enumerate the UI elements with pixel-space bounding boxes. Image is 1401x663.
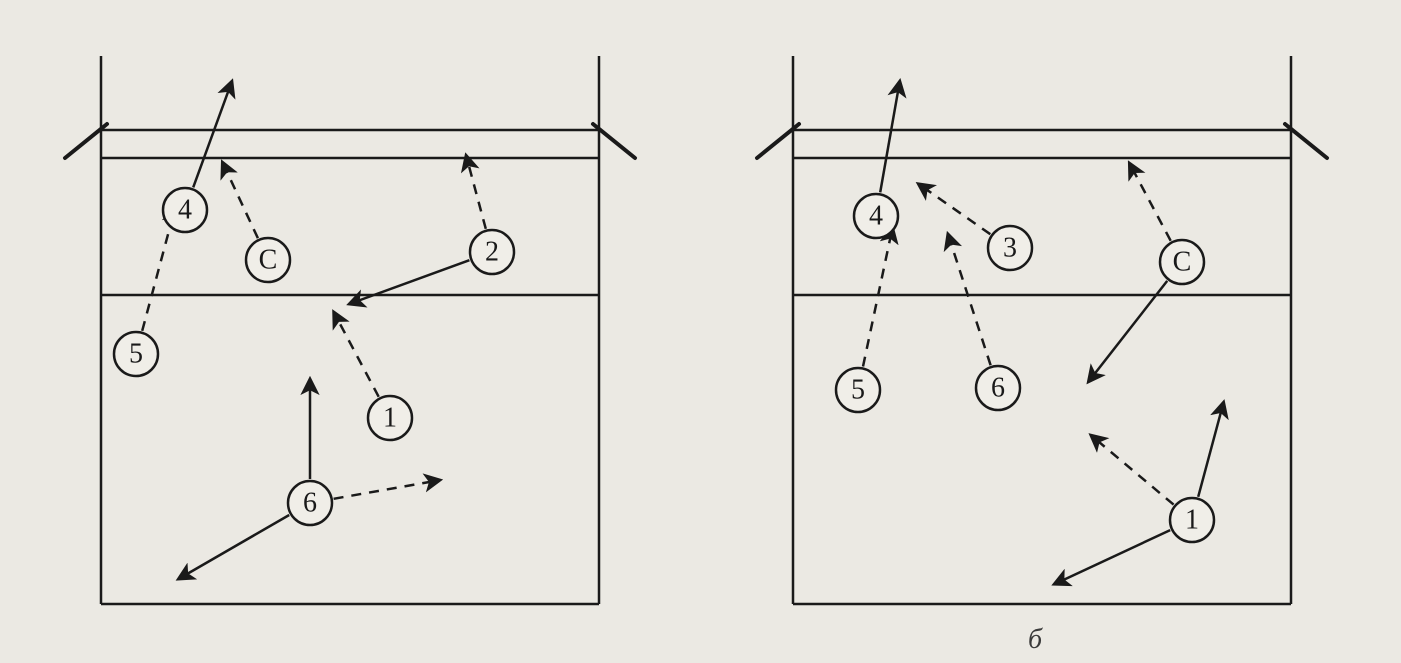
player-node-6: 6	[976, 366, 1020, 410]
player-label: С	[259, 245, 278, 276]
movement-arrow	[880, 81, 900, 192]
player-label: 6	[303, 488, 317, 519]
player-node-4: 4	[163, 188, 207, 232]
movement-arrow	[349, 260, 469, 304]
player-label: 5	[129, 339, 143, 370]
diagram-right: 4 3 С 5 6 1 б	[836, 81, 1224, 655]
movement-arrow	[1091, 435, 1174, 504]
player-label: 4	[869, 201, 883, 232]
player-label: 1	[1185, 505, 1199, 536]
court	[757, 56, 1327, 604]
player-node-5: 5	[836, 368, 880, 412]
player-label: 3	[1003, 233, 1017, 264]
player-node-5: 5	[114, 332, 158, 376]
movement-arrow	[1198, 402, 1223, 497]
movement-arrow	[222, 162, 258, 238]
movement-arrow	[1054, 530, 1170, 584]
player-label: С	[1173, 247, 1192, 278]
movement-arrow	[948, 234, 991, 365]
movement-arrow	[863, 228, 893, 367]
movement-arrow	[178, 515, 289, 579]
player-label: 4	[178, 195, 192, 226]
diagram-caption: б	[1028, 624, 1043, 655]
player-label: 2	[485, 237, 499, 268]
movement-arrow	[334, 480, 440, 499]
player-label: 6	[991, 373, 1005, 404]
diagram-stage: 4 С 2 5 1 6 4 3 С 5 6 1 б	[0, 0, 1401, 663]
player-node-2: 2	[470, 230, 514, 274]
player-label: 5	[851, 375, 865, 406]
diagram-left: 4 С 2 5 1 6	[114, 81, 514, 579]
movement-arrow	[918, 184, 990, 234]
player-node-4: 4	[854, 194, 898, 238]
movement-arrow	[466, 155, 486, 228]
court	[65, 56, 635, 604]
player-node-3: 3	[988, 226, 1032, 270]
player-label: 1	[383, 403, 397, 434]
player-node-1: 1	[368, 396, 412, 440]
movement-arrow	[334, 312, 379, 397]
player-node-С: С	[1160, 240, 1204, 284]
movement-arrow	[1129, 163, 1170, 241]
player-node-6: 6	[288, 481, 332, 525]
player-node-С: С	[246, 238, 290, 282]
player-node-1: 1	[1170, 498, 1214, 542]
